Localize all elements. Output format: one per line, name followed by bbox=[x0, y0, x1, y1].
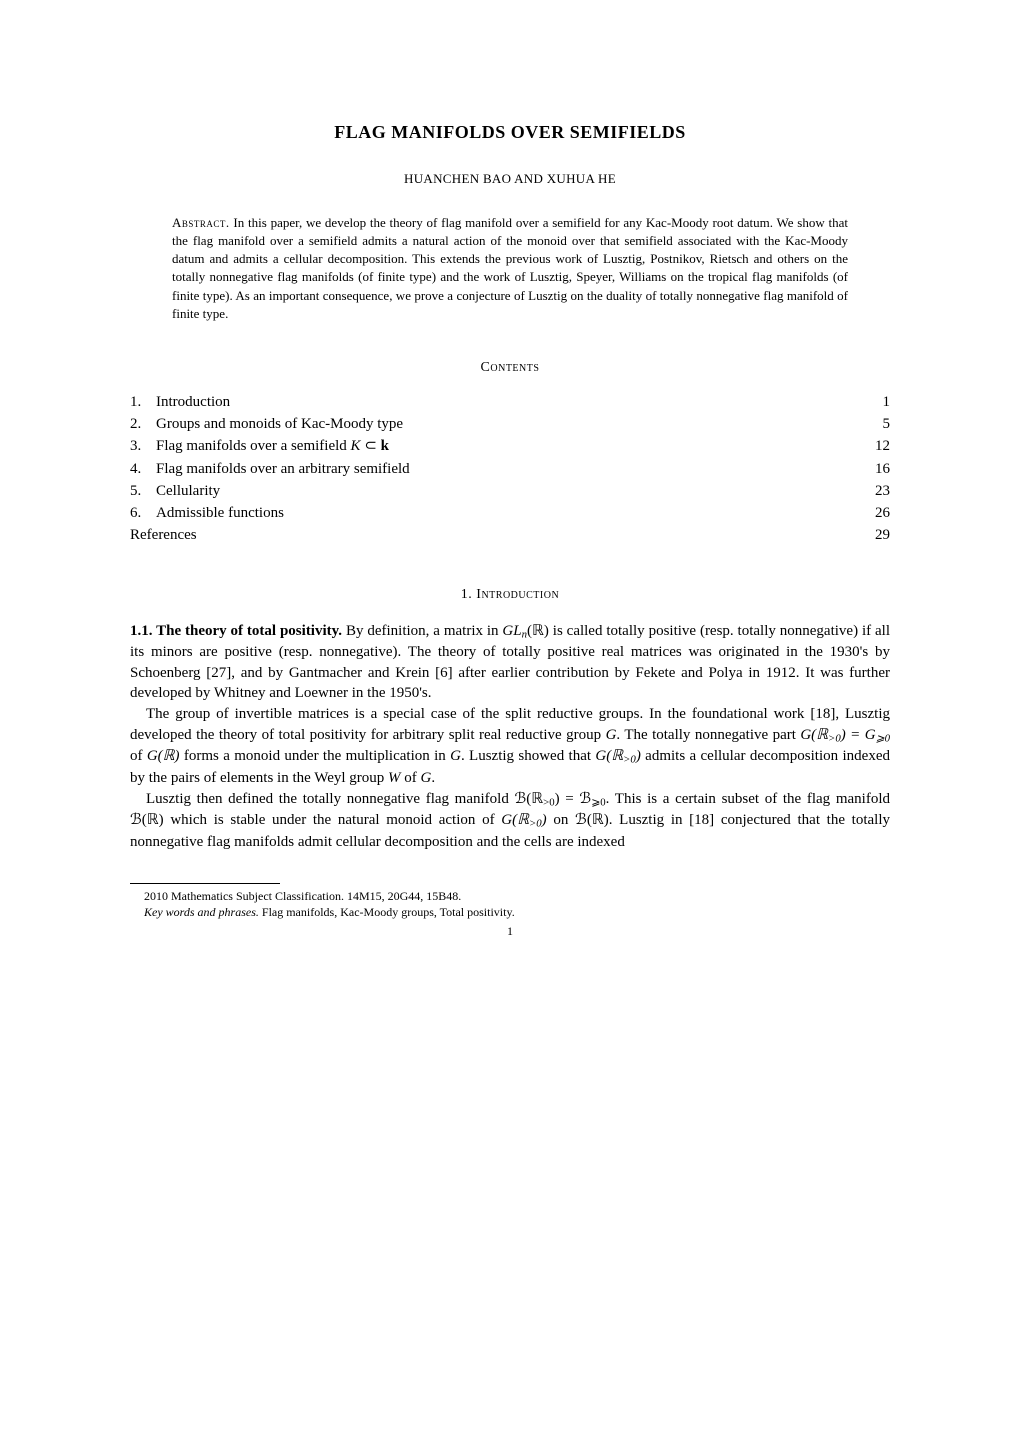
toc-page: 26 bbox=[875, 503, 890, 523]
math: G bbox=[606, 727, 617, 743]
math-tail: (ℝ) bbox=[527, 623, 549, 639]
body-text: forms a monoid under the multiplication … bbox=[180, 748, 451, 764]
toc-row: 6. Admissible functions 26 bbox=[130, 503, 890, 523]
math-token: ) = ℬ bbox=[555, 791, 592, 807]
toc-label: References bbox=[130, 525, 875, 545]
toc-row: 2. Groups and monoids of Kac-Moody type … bbox=[130, 414, 890, 434]
page-title: FLAG MANIFOLDS OVER SEMIFIELDS bbox=[130, 120, 890, 144]
footnote-kw-label: Key words and phrases. bbox=[144, 905, 259, 919]
math-subscript: >0 bbox=[529, 818, 542, 830]
toc-num: 1. bbox=[130, 392, 156, 412]
toc-label: Flag manifolds over a semifield K ⊂ k bbox=[156, 436, 875, 456]
footnote-rule bbox=[130, 883, 280, 884]
body-text: . Lusztig showed that bbox=[461, 748, 595, 764]
subsection-title: The theory of total positivity. bbox=[156, 623, 342, 639]
body-text: Lusztig then defined the totally nonnega… bbox=[146, 791, 514, 807]
abstract-label: Abstract. bbox=[172, 215, 230, 230]
toc-num: 3. bbox=[130, 436, 156, 456]
toc-label-prefix: Flag manifolds over a semifield bbox=[156, 438, 351, 454]
toc-num: 5. bbox=[130, 481, 156, 501]
paragraph: 1.1. The theory of total positivity. By … bbox=[130, 621, 890, 705]
page-number: 1 bbox=[130, 923, 890, 939]
math: ℬ(ℝ) bbox=[130, 812, 164, 828]
toc-label-math: K bbox=[351, 438, 361, 454]
toc-row: 3. Flag manifolds over a semifield K ⊂ k… bbox=[130, 436, 890, 456]
math-token: G(ℝ bbox=[595, 748, 623, 764]
toc-num: 4. bbox=[130, 459, 156, 479]
math: ℬ(ℝ>0) = ℬ⩾0 bbox=[514, 791, 605, 807]
toc-label-math-k: k bbox=[381, 438, 389, 454]
toc-page: 16 bbox=[875, 459, 890, 479]
math-token: GL bbox=[502, 623, 521, 639]
body-text: . The totally nonnegative part bbox=[616, 727, 800, 743]
math-subscript: >0 bbox=[623, 754, 636, 766]
math: G bbox=[421, 770, 432, 786]
body-text: By definition, a matrix in bbox=[342, 623, 502, 639]
toc-page: 12 bbox=[875, 436, 890, 456]
authors: HUANCHEN BAO AND XUHUA HE bbox=[130, 170, 890, 188]
math: G(ℝ>0) = G⩾0 bbox=[800, 727, 890, 743]
footnote-keywords: Key words and phrases. Flag manifolds, K… bbox=[130, 904, 890, 921]
math-token: ) = G bbox=[841, 727, 876, 743]
math-token: G(ℝ bbox=[800, 727, 828, 743]
toc-label: Admissible functions bbox=[156, 503, 875, 523]
math: G(ℝ) bbox=[147, 748, 180, 764]
footnote-msc: 2010 Mathematics Subject Classification.… bbox=[130, 888, 890, 905]
toc-row: 5. Cellularity 23 bbox=[130, 481, 890, 501]
math-token: G(ℝ bbox=[501, 812, 529, 828]
section-heading: 1. Introduction bbox=[130, 586, 890, 605]
body-text: which is stable under the natural monoid… bbox=[164, 812, 502, 828]
body-text: . This is a certain subset of the flag m… bbox=[606, 791, 890, 807]
footnote-msc-label: 2010 Mathematics Subject Classification. bbox=[144, 889, 344, 903]
abstract-text: In this paper, we develop the theory of … bbox=[172, 215, 848, 321]
footnote-kw-text: Flag manifolds, Kac-Moody groups, Total … bbox=[259, 905, 515, 919]
toc-label: Groups and monoids of Kac-Moody type bbox=[156, 414, 883, 434]
math: ℬ(ℝ) bbox=[575, 812, 609, 828]
math: G(ℝ>0) bbox=[501, 812, 546, 828]
math: G bbox=[450, 748, 461, 764]
toc-row: 1. Introduction 1 bbox=[130, 392, 890, 412]
toc-page: 5 bbox=[883, 414, 891, 434]
body-text: on bbox=[547, 812, 575, 828]
math-subscript: >0 bbox=[543, 796, 555, 808]
toc-label: Flag manifolds over an arbitrary semifie… bbox=[156, 459, 875, 479]
body-text: of bbox=[401, 770, 421, 786]
math-subscript: ⩾0 bbox=[876, 733, 890, 745]
math: W bbox=[388, 770, 401, 786]
paragraph: Lusztig then defined the totally nonnega… bbox=[130, 789, 890, 853]
toc-num: 6. bbox=[130, 503, 156, 523]
math-token: ℬ(ℝ bbox=[514, 791, 543, 807]
toc-label: Introduction bbox=[156, 392, 883, 412]
subsection-label: 1.1. The theory of total positivity. bbox=[130, 623, 342, 639]
toc-row: 4. Flag manifolds over an arbitrary semi… bbox=[130, 459, 890, 479]
paragraph: The group of invertible matrices is a sp… bbox=[130, 704, 890, 789]
body-text: . bbox=[431, 770, 435, 786]
toc-page: 23 bbox=[875, 481, 890, 501]
toc-row-references: References 29 bbox=[130, 525, 890, 545]
body-text: of bbox=[130, 748, 147, 764]
table-of-contents: 1. Introduction 1 2. Groups and monoids … bbox=[130, 392, 890, 546]
abstract: Abstract. In this paper, we develop the … bbox=[172, 214, 848, 323]
toc-label: Cellularity bbox=[156, 481, 875, 501]
math-subscript: >0 bbox=[828, 733, 841, 745]
math: GLn bbox=[502, 623, 527, 639]
footnote-msc-text: 14M15, 20G44, 15B48. bbox=[344, 889, 461, 903]
math-subscript: ⩾0 bbox=[591, 796, 605, 808]
toc-page: 29 bbox=[875, 525, 890, 545]
toc-num: 2. bbox=[130, 414, 156, 434]
toc-page: 1 bbox=[883, 392, 891, 412]
math: G(ℝ>0) bbox=[595, 748, 640, 764]
contents-heading: Contents bbox=[130, 359, 890, 378]
